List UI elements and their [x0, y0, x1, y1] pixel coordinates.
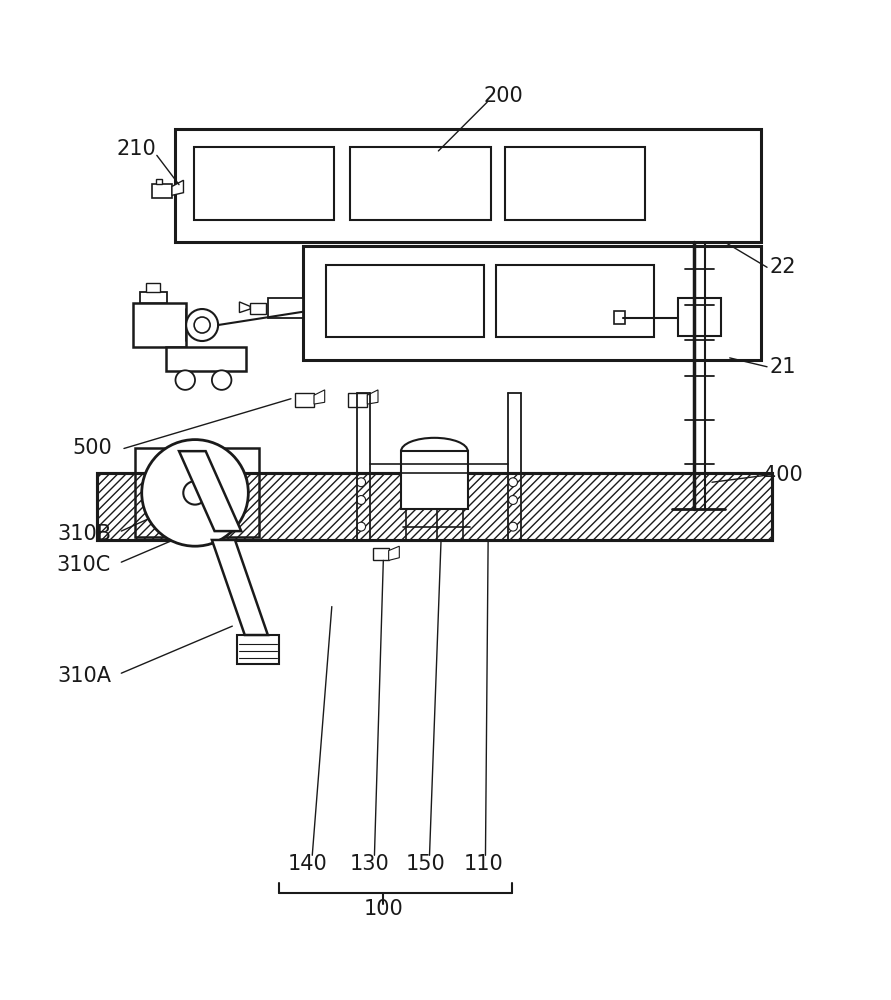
- Circle shape: [356, 478, 365, 487]
- Bar: [268, 298, 303, 318]
- Circle shape: [356, 496, 365, 504]
- Bar: [140, 292, 167, 303]
- Text: 310C: 310C: [57, 555, 111, 575]
- Bar: [678, 298, 721, 336]
- Polygon shape: [172, 180, 184, 195]
- Text: 310A: 310A: [57, 666, 111, 686]
- Polygon shape: [240, 302, 250, 313]
- Text: 140: 140: [288, 854, 328, 874]
- Text: 210: 210: [117, 139, 156, 159]
- Circle shape: [509, 522, 518, 531]
- Bar: [133, 303, 186, 347]
- Bar: [237, 635, 280, 664]
- Circle shape: [186, 309, 218, 341]
- Circle shape: [356, 522, 365, 531]
- Text: 400: 400: [764, 465, 803, 485]
- Bar: [156, 179, 162, 184]
- Circle shape: [212, 370, 232, 390]
- Text: 22: 22: [770, 257, 797, 277]
- Bar: [152, 184, 172, 198]
- Bar: [166, 347, 246, 371]
- Circle shape: [509, 478, 518, 487]
- Text: 150: 150: [406, 854, 446, 874]
- Bar: [505, 147, 645, 220]
- Circle shape: [194, 317, 210, 333]
- Polygon shape: [367, 390, 378, 404]
- Circle shape: [142, 440, 249, 546]
- Bar: [194, 147, 334, 220]
- Bar: [347, 393, 367, 407]
- Text: 110: 110: [464, 854, 503, 874]
- Bar: [614, 311, 625, 324]
- Bar: [97, 473, 772, 540]
- Text: 200: 200: [483, 86, 523, 106]
- Polygon shape: [388, 546, 399, 560]
- Polygon shape: [314, 390, 324, 404]
- Text: 100: 100: [364, 899, 404, 919]
- Bar: [372, 548, 388, 560]
- Bar: [303, 246, 761, 360]
- Bar: [146, 283, 160, 292]
- Text: 500: 500: [72, 438, 112, 458]
- Text: 130: 130: [350, 854, 390, 874]
- Bar: [496, 265, 654, 337]
- Polygon shape: [212, 540, 268, 635]
- Bar: [325, 265, 484, 337]
- Circle shape: [184, 481, 207, 505]
- Polygon shape: [179, 451, 241, 531]
- Bar: [175, 129, 761, 242]
- Text: 21: 21: [770, 357, 797, 377]
- Text: 310B: 310B: [57, 524, 111, 544]
- Bar: [97, 473, 772, 540]
- Bar: [401, 451, 468, 509]
- Bar: [135, 448, 259, 537]
- Bar: [295, 393, 314, 407]
- Circle shape: [509, 496, 518, 504]
- Bar: [350, 147, 491, 220]
- Circle shape: [176, 370, 195, 390]
- Bar: [250, 303, 266, 314]
- Bar: [97, 473, 772, 540]
